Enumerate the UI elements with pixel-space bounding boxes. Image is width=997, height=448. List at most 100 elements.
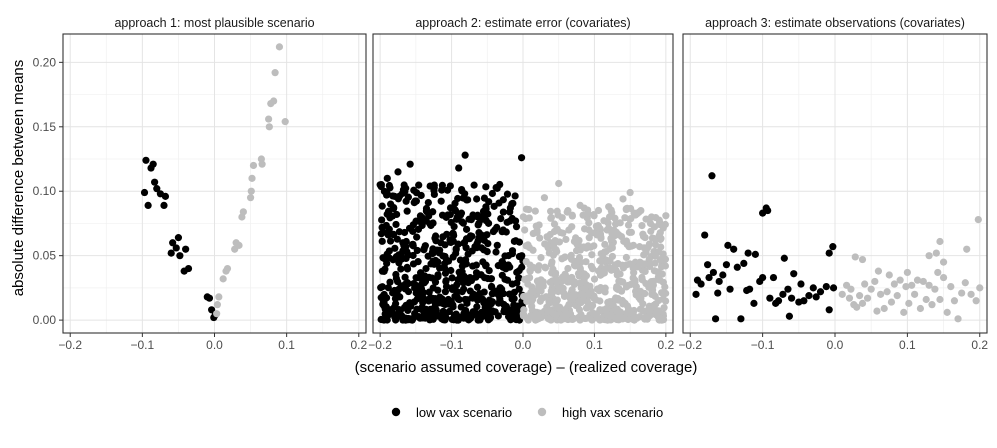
data-point bbox=[961, 279, 969, 287]
data-point bbox=[635, 293, 643, 302]
data-point bbox=[925, 281, 933, 289]
data-point bbox=[629, 315, 637, 323]
data-point bbox=[639, 300, 647, 308]
data-point bbox=[603, 256, 611, 264]
data-point bbox=[963, 245, 971, 253]
data-point bbox=[513, 268, 521, 276]
data-point bbox=[510, 237, 518, 245]
data-point bbox=[524, 280, 532, 288]
data-point bbox=[215, 293, 223, 301]
data-point bbox=[883, 288, 891, 296]
data-point bbox=[510, 301, 518, 309]
data-point bbox=[858, 299, 867, 307]
data-point bbox=[838, 290, 846, 298]
data-point bbox=[378, 283, 386, 291]
data-point bbox=[769, 273, 778, 282]
data-point bbox=[928, 301, 936, 309]
data-point bbox=[627, 228, 635, 236]
data-point bbox=[601, 240, 609, 249]
data-point bbox=[641, 267, 649, 276]
data-point bbox=[616, 270, 624, 278]
data-point bbox=[247, 187, 255, 195]
data-point bbox=[484, 274, 492, 283]
data-point bbox=[451, 206, 459, 214]
data-point bbox=[383, 189, 391, 198]
data-point bbox=[967, 290, 975, 298]
data-point bbox=[419, 289, 428, 297]
data-point bbox=[719, 271, 727, 279]
data-point bbox=[378, 216, 386, 224]
data-point bbox=[616, 308, 625, 316]
data-point bbox=[460, 239, 468, 247]
data-point bbox=[511, 192, 519, 200]
data-point bbox=[576, 279, 584, 287]
data-point bbox=[512, 315, 520, 323]
data-point bbox=[551, 238, 559, 246]
data-point bbox=[714, 289, 722, 297]
data-point bbox=[378, 202, 386, 210]
data-point bbox=[644, 243, 652, 251]
data-point bbox=[271, 69, 279, 77]
data-point bbox=[442, 314, 450, 322]
data-point bbox=[867, 285, 875, 293]
data-point bbox=[562, 235, 570, 244]
data-point bbox=[384, 284, 392, 292]
data-point bbox=[536, 234, 544, 242]
data-point bbox=[829, 243, 837, 251]
data-point bbox=[911, 290, 919, 298]
data-point bbox=[642, 280, 650, 288]
data-point bbox=[411, 198, 419, 206]
data-point bbox=[406, 160, 414, 168]
data-point bbox=[408, 240, 417, 249]
data-point bbox=[705, 273, 713, 282]
data-point bbox=[462, 260, 470, 268]
data-point bbox=[397, 255, 406, 263]
data-point bbox=[519, 213, 527, 221]
data-point bbox=[565, 226, 573, 234]
x-tick-label: 0.2 bbox=[658, 338, 675, 352]
data-point bbox=[413, 233, 421, 241]
data-point bbox=[588, 251, 596, 259]
data-point bbox=[389, 192, 397, 200]
data-point bbox=[629, 241, 638, 249]
data-point bbox=[397, 265, 405, 273]
data-point bbox=[281, 118, 289, 126]
data-point bbox=[441, 288, 449, 296]
data-point bbox=[619, 195, 627, 203]
data-point bbox=[522, 257, 530, 266]
data-point bbox=[482, 305, 491, 313]
data-point bbox=[462, 309, 470, 317]
data-point bbox=[582, 304, 591, 312]
data-point bbox=[473, 303, 481, 311]
data-point bbox=[590, 242, 598, 250]
data-point bbox=[662, 212, 670, 220]
data-point bbox=[564, 207, 572, 215]
data-point bbox=[265, 115, 273, 123]
data-point bbox=[541, 263, 549, 271]
data-point bbox=[639, 307, 647, 315]
data-point bbox=[394, 168, 402, 176]
data-point bbox=[724, 241, 732, 249]
data-point bbox=[697, 280, 705, 288]
data-point bbox=[744, 249, 752, 257]
data-point bbox=[249, 161, 258, 170]
data-point bbox=[547, 207, 555, 215]
data-point bbox=[578, 290, 587, 298]
data-point bbox=[558, 214, 566, 222]
data-point bbox=[939, 273, 948, 282]
data-point bbox=[550, 244, 558, 252]
data-point bbox=[553, 303, 561, 311]
data-point bbox=[805, 292, 813, 300]
data-point bbox=[751, 250, 759, 258]
x-tick-label: 0.1 bbox=[586, 338, 603, 352]
data-point bbox=[494, 312, 502, 320]
data-point bbox=[519, 309, 527, 318]
data-point bbox=[407, 302, 415, 310]
data-point bbox=[931, 285, 939, 293]
data-point bbox=[549, 310, 558, 318]
data-point bbox=[545, 297, 553, 305]
data-point bbox=[588, 229, 596, 237]
data-point bbox=[646, 260, 654, 268]
data-point bbox=[580, 270, 588, 278]
x-axis-label: (scenario assumed coverage) – (realized … bbox=[355, 359, 698, 376]
